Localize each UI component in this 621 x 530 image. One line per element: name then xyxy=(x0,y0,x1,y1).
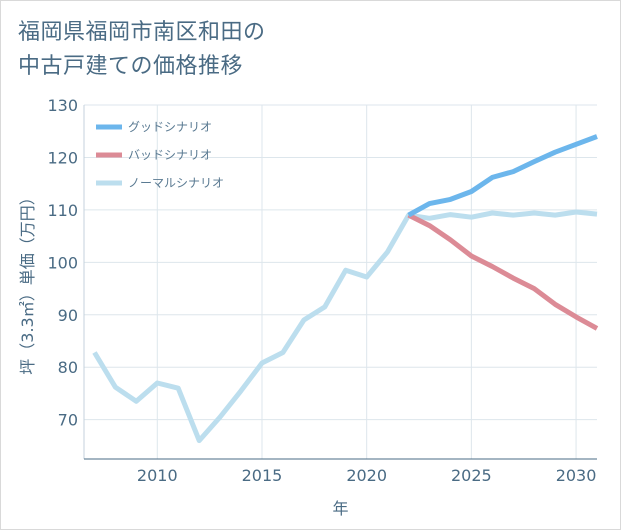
x-tick-label-1: 2015 xyxy=(242,466,283,485)
grid xyxy=(84,104,597,459)
series-line-2 xyxy=(92,209,598,444)
x-tick-label-4: 2030 xyxy=(556,466,597,485)
y-tick-label-5: 120 xyxy=(47,148,78,167)
axes xyxy=(83,105,597,460)
chart-title: 福岡県福岡市南区和田の 中古戸建ての価格推移 xyxy=(18,16,438,84)
legend-label-1: バッドシナリオ xyxy=(128,148,212,162)
chart-title-line2: 中古戸建ての価格推移 xyxy=(18,54,244,79)
y-tick-label-2: 90 xyxy=(58,306,78,325)
y-tick-label-1: 80 xyxy=(58,358,78,377)
series-line-1 xyxy=(407,212,599,331)
y-axis-title: 坪（3.3㎡）単価（万円） xyxy=(18,189,37,374)
legend-label-0: グッドシナリオ xyxy=(128,120,212,134)
y-tick-label-4: 110 xyxy=(47,201,78,220)
chart-title-line1: 福岡県福岡市南区和田の xyxy=(18,20,266,45)
x-tick-label-0: 2010 xyxy=(137,466,178,485)
y-tick-label-3: 100 xyxy=(47,253,78,272)
y-tick-label-0: 70 xyxy=(58,411,78,430)
series-lines xyxy=(92,134,599,444)
x-tick-label-3: 2025 xyxy=(451,466,492,485)
series-line-0 xyxy=(407,134,598,218)
tick-labels: 70 80 90 100 110 120 130 2010 2015 2020 2025 2030 xyxy=(47,96,596,485)
legend-label-2: ノーマルシナリオ xyxy=(128,176,224,190)
x-tick-label-2: 2020 xyxy=(346,466,387,485)
x-axis-title: 年 xyxy=(332,499,348,518)
y-tick-label-6: 130 xyxy=(47,96,78,115)
